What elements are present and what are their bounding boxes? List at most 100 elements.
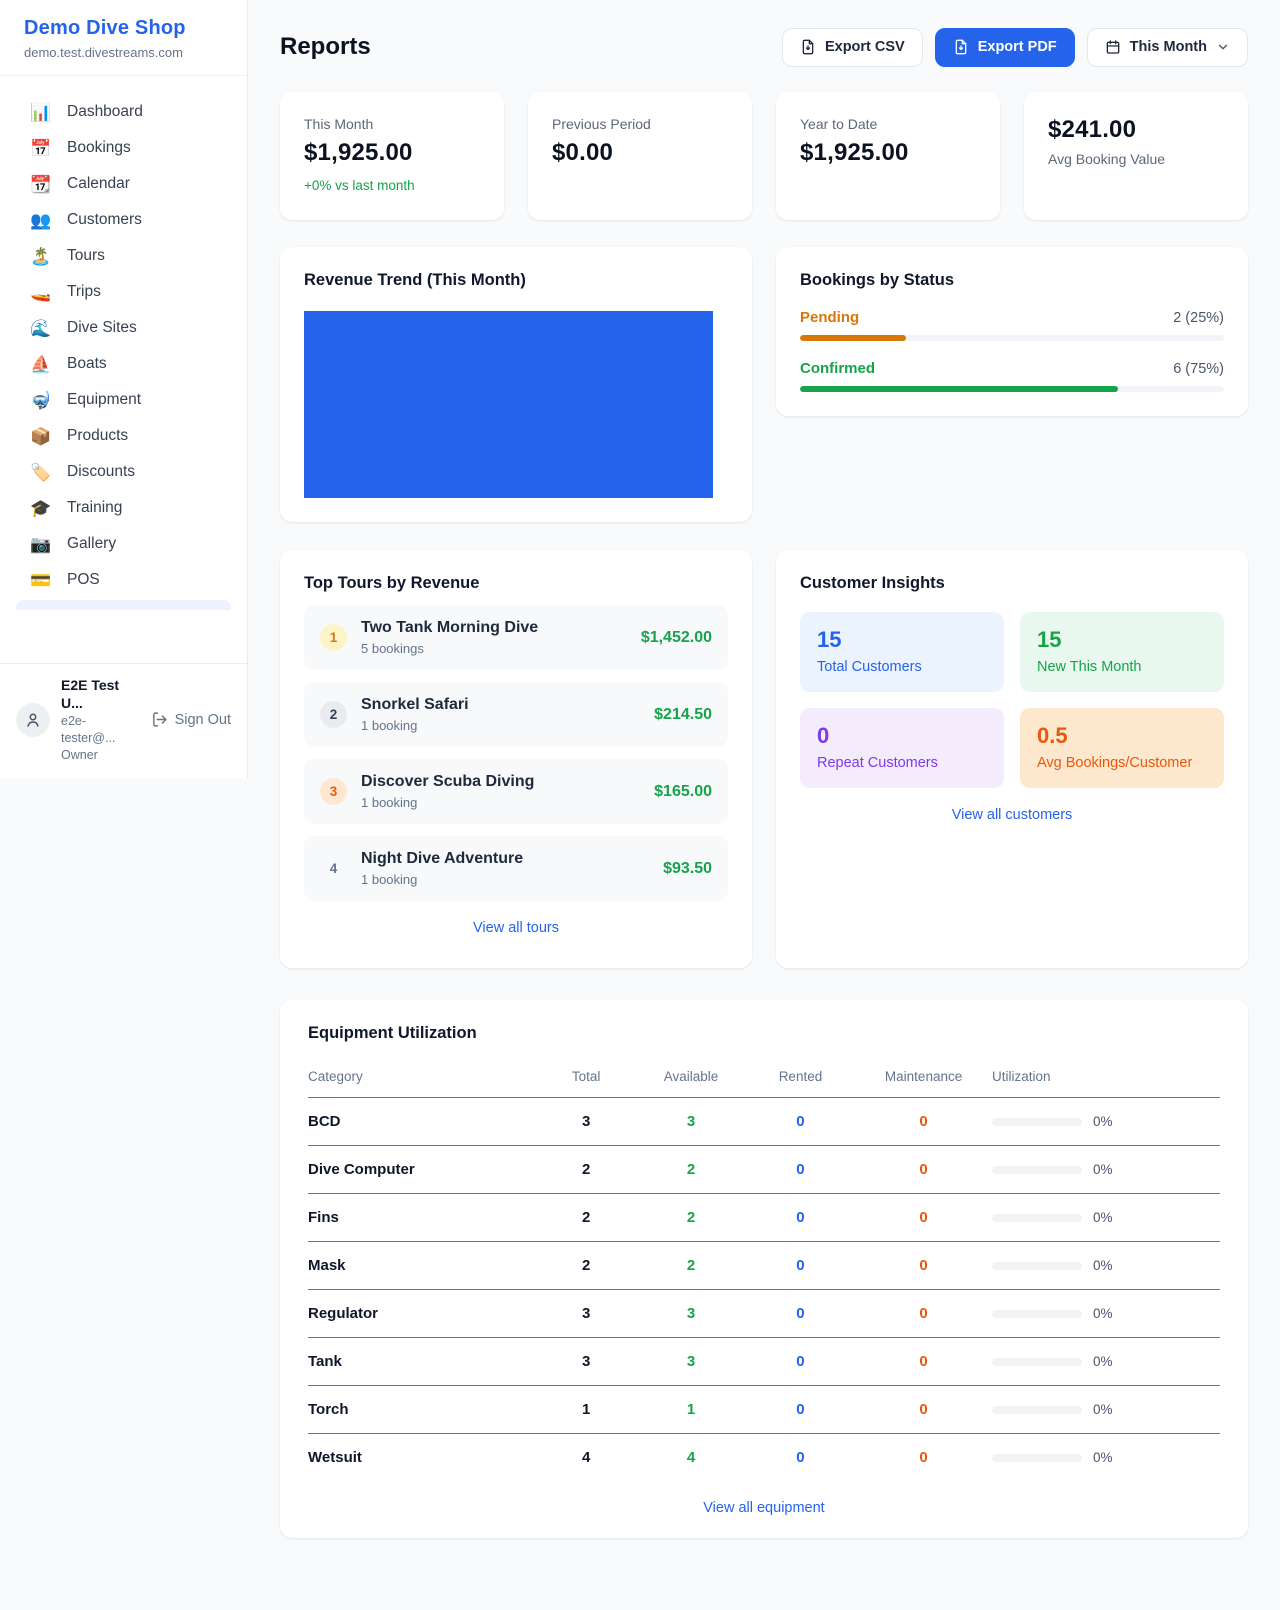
utilization-bar bbox=[991, 1453, 1082, 1462]
status-bar-fill bbox=[800, 386, 1118, 392]
export-pdf-button[interactable]: Export PDF bbox=[934, 27, 1075, 67]
status-row-confirmed: Confirmed 6 (75%) bbox=[800, 360, 1224, 392]
sign-out-label: Sign Out bbox=[174, 711, 231, 728]
cell-maintenance: 0 bbox=[855, 1241, 992, 1290]
sidebar-item-boats[interactable]: ⛵ Boats bbox=[16, 346, 231, 382]
diving-mask-icon: 🤿 bbox=[30, 390, 52, 410]
stat-value: $1,925.00 bbox=[304, 139, 413, 166]
sidebar-item-calendar[interactable]: 📆 Calendar bbox=[16, 166, 231, 202]
cell-available: 4 bbox=[686, 1449, 696, 1466]
tile-label: New This Month bbox=[1037, 659, 1142, 675]
people-icon: 👥 bbox=[30, 210, 52, 230]
cell-available: 1 bbox=[636, 1385, 746, 1434]
tour-revenue: $93.50 bbox=[663, 859, 712, 877]
sidebar-item-pos[interactable]: 💳 POS bbox=[16, 562, 231, 598]
sidebar-item-tours[interactable]: 🏝️ Tours bbox=[16, 238, 231, 274]
export-csv-button[interactable]: Export CSV bbox=[781, 27, 923, 67]
tile-label: Avg Bookings/Customer bbox=[1037, 755, 1193, 771]
cell-utilization: 0% bbox=[991, 1337, 1220, 1386]
person-icon bbox=[27, 713, 39, 727]
period-dropdown[interactable]: This Month bbox=[1086, 27, 1248, 67]
page-header: Reports Export CSV Export PDF This Month bbox=[280, 26, 1248, 68]
sidebar-item-label: Trips bbox=[67, 283, 101, 300]
stat-label: Previous Period bbox=[552, 116, 651, 132]
sign-out-icon bbox=[152, 712, 167, 727]
cell-category: Mask bbox=[308, 1241, 536, 1290]
col-header-maintenance: Maintenance bbox=[855, 1057, 992, 1098]
utilization-percent: 0% bbox=[1092, 1402, 1113, 1417]
tile-label: Total Customers bbox=[817, 659, 922, 675]
tour-revenue: $214.50 bbox=[654, 705, 712, 723]
cell-total: 2 bbox=[536, 1241, 637, 1290]
main-content: Reports Export CSV Export PDF This Month… bbox=[248, 0, 1280, 1578]
sidebar-item-discounts[interactable]: 🏷️ Discounts bbox=[16, 454, 231, 490]
status-row-pending: Pending 2 (25%) bbox=[800, 309, 1224, 341]
sidebar-item-trips[interactable]: 🚤 Trips bbox=[16, 274, 231, 310]
view-all-tours-link[interactable]: View all tours bbox=[473, 920, 559, 936]
table-row: Torch 1 1 0 0 0% bbox=[308, 1385, 1220, 1434]
tour-revenue: $165.00 bbox=[654, 782, 712, 800]
sidebar-item-label: Boats bbox=[67, 355, 107, 372]
table-row: Regulator 3 3 0 0 0% bbox=[308, 1289, 1220, 1338]
view-all-customers-link[interactable]: View all customers bbox=[951, 807, 1073, 823]
stat-card-avg-booking-value: $241.00 Avg Booking Value bbox=[1024, 92, 1248, 220]
tile-value: 15 bbox=[817, 627, 842, 652]
utilization-percent: 0% bbox=[1092, 1450, 1113, 1465]
sidebar-item-active-partial[interactable] bbox=[16, 600, 231, 610]
cell-maintenance: 0 bbox=[855, 1385, 992, 1434]
status-count: 6 (75%) bbox=[1173, 360, 1224, 377]
sign-out-button[interactable]: Sign Out bbox=[151, 711, 231, 728]
sidebar-item-customers[interactable]: 👥 Customers bbox=[16, 202, 231, 238]
tour-name: Discover Scuba Diving bbox=[361, 773, 535, 790]
tear-off-calendar-icon: 📆 bbox=[30, 174, 52, 194]
cell-available: 2 bbox=[636, 1193, 746, 1242]
cell-maintenance: 0 bbox=[855, 1289, 992, 1338]
sidebar-item-label: POS bbox=[67, 571, 100, 588]
col-header-utilization: Utilization bbox=[991, 1057, 1220, 1098]
sidebar-item-dashboard[interactable]: 📊 Dashboard bbox=[16, 94, 231, 130]
user-role: Owner bbox=[61, 748, 98, 763]
export-csv-label: Export CSV bbox=[824, 39, 905, 55]
customer-insights-title: Customer Insights bbox=[800, 574, 945, 592]
tour-row: 3 Discover Scuba Diving 1 booking $165.00 bbox=[304, 759, 728, 824]
stat-value: $1,925.00 bbox=[800, 139, 909, 166]
utilization-percent: 0% bbox=[1092, 1162, 1113, 1177]
sidebar-item-label: Customers bbox=[67, 211, 142, 228]
cell-utilization: 0% bbox=[991, 1289, 1220, 1338]
page-title: Reports bbox=[280, 33, 371, 60]
sailboat-icon: ⛵ bbox=[30, 354, 52, 374]
col-header-available: Available bbox=[636, 1057, 746, 1098]
sidebar: Demo Dive Shop demo.test.divestreams.com… bbox=[0, 0, 248, 778]
top-tours-title: Top Tours by Revenue bbox=[304, 574, 480, 592]
speedboat-icon: 🚤 bbox=[30, 282, 52, 302]
top-tours-card: Top Tours by Revenue 1 Two Tank Morning … bbox=[280, 550, 752, 968]
insights-row: Top Tours by Revenue 1 Two Tank Morning … bbox=[280, 550, 1248, 968]
sidebar-item-bookings[interactable]: 📅 Bookings bbox=[16, 130, 231, 166]
cell-utilization: 0% bbox=[991, 1145, 1220, 1194]
view-all-equipment-link[interactable]: View all equipment bbox=[703, 1500, 825, 1516]
sidebar-item-label: Training bbox=[67, 499, 123, 516]
utilization-percent: 0% bbox=[1092, 1354, 1113, 1369]
charts-row: Revenue Trend (This Month) Bookings by S… bbox=[280, 247, 1248, 522]
sidebar-item-equipment[interactable]: 🤿 Equipment bbox=[16, 382, 231, 418]
cell-rented: 0 bbox=[745, 1289, 856, 1338]
tile-repeat-customers: 0 Repeat Customers bbox=[800, 708, 1004, 788]
tour-bookings: 1 booking bbox=[361, 872, 418, 887]
table-row: Mask 2 2 0 0 0% bbox=[308, 1241, 1220, 1290]
user-meta: E2E Test U... e2e-tester@... Owner bbox=[61, 676, 140, 764]
sidebar-item-dive-sites[interactable]: 🌊 Dive Sites bbox=[16, 310, 231, 346]
sidebar-item-products[interactable]: 📦 Products bbox=[16, 418, 231, 454]
file-download-icon bbox=[955, 39, 967, 55]
cell-rented: 0 bbox=[745, 1241, 856, 1290]
cell-available: 3 bbox=[636, 1289, 746, 1338]
export-pdf-label: Export PDF bbox=[977, 39, 1057, 55]
sidebar-item-gallery[interactable]: 📷 Gallery bbox=[16, 526, 231, 562]
rank-badge: 4 bbox=[329, 861, 338, 876]
equipment-table-body: BCD 3 3 0 0 0% Dive Computer 2 2 0 0 0% Fins 2 2 0 0 0% Ma… bbox=[308, 1097, 1220, 1482]
stat-card-year-to-date: Year to Date $1,925.00 bbox=[776, 92, 1000, 220]
tour-row: 1 Two Tank Morning Dive 5 bookings $1,452… bbox=[304, 605, 728, 670]
table-row: Dive Computer 2 2 0 0 0% bbox=[308, 1145, 1220, 1194]
stats-row: This Month $1,925.00 +0% vs last month P… bbox=[280, 92, 1248, 220]
cell-maintenance: 0 bbox=[855, 1193, 992, 1242]
sidebar-item-training[interactable]: 🎓 Training bbox=[16, 490, 231, 526]
